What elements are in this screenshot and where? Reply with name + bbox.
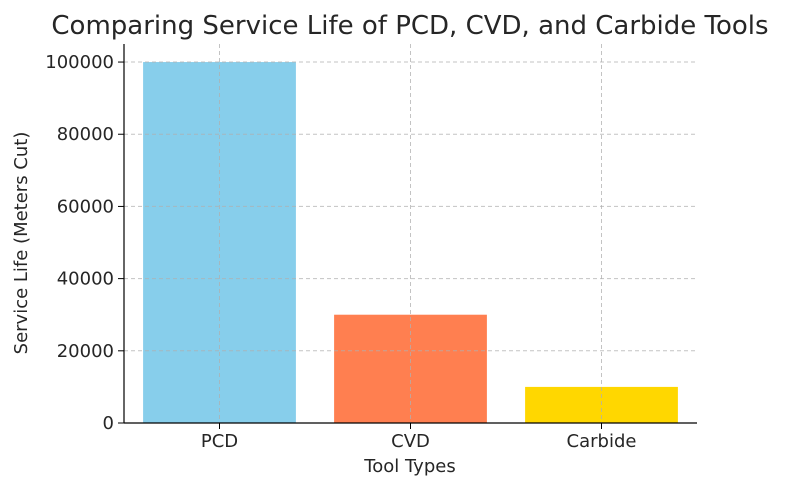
y-tick-label: 20000	[57, 341, 114, 362]
y-tick-label: 80000	[57, 124, 114, 145]
ticks-layer: 0 20000 40000 60000 80000 100000 PCD CVD Carbide	[45, 52, 636, 452]
y-tick-label: 60000	[57, 196, 114, 217]
x-tick-label-carbide: Carbide	[567, 431, 637, 452]
y-tick-label: 40000	[57, 269, 114, 290]
x-tick-label-pcd: PCD	[201, 431, 238, 452]
chart-title: Comparing Service Life of PCD, CVD, and …	[51, 11, 768, 41]
y-axis-label: Service Life (Meters Cut)	[11, 132, 32, 355]
y-tick-label: 100000	[45, 52, 114, 73]
x-tick-label-cvd: CVD	[391, 431, 430, 452]
y-tick-label: 0	[103, 413, 114, 434]
x-axis-label: Tool Types	[363, 456, 455, 477]
